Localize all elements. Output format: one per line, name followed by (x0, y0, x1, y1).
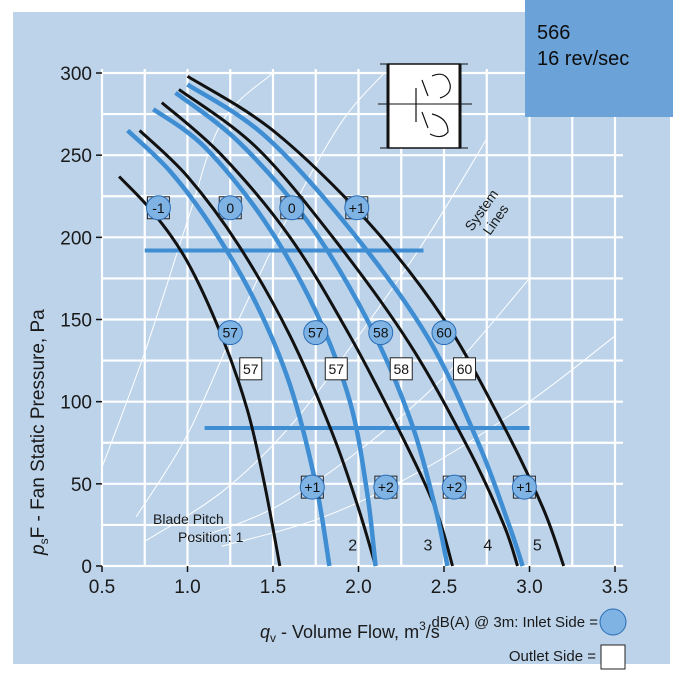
position-label: 3 (423, 537, 432, 554)
y-tick-label: 50 (71, 475, 92, 496)
inlet-marker (344, 195, 370, 221)
outlet-marker (239, 357, 263, 381)
marker-label: -1 (152, 200, 165, 216)
y-tick-label: 100 (60, 393, 92, 414)
x-tick-label: 2.0 (345, 577, 371, 598)
marker-label: 0 (288, 200, 296, 216)
blade-pitch-label-line1: Blade Pitch (153, 511, 224, 527)
outlet-curve-5 (186, 75, 566, 567)
position-label: 2 (348, 537, 357, 554)
legend-inlet-label: dB(A) @ 3m: Inlet Side = (431, 614, 598, 631)
system-line (135, 72, 385, 517)
inlet-marker (299, 474, 325, 500)
inlet-marker (217, 320, 243, 346)
y-tick-label: 250 (60, 146, 92, 167)
rotation-speed: 16 rev/sec (537, 48, 630, 70)
marker-label: +1 (304, 479, 320, 495)
inlet-marker (373, 474, 399, 500)
x-tick-label: 1.5 (260, 577, 286, 598)
y-tick-label: 150 (60, 311, 92, 332)
x-axis-label: qv - Volume Flow, m3/s (260, 619, 440, 645)
x-tick-label: 1.0 (174, 577, 200, 598)
inlet-curve (186, 82, 525, 567)
inlet-marker (303, 320, 329, 346)
marker-label: 60 (436, 325, 452, 341)
grid-lines (100, 69, 623, 568)
y-axis-label: psF - Fan Static Pressure, Pa (28, 309, 51, 556)
marker-label: 0 (226, 200, 234, 216)
legend-outlet-symbol (600, 644, 626, 670)
legend-inlet-symbol (599, 608, 627, 636)
marker-label: 57 (308, 325, 324, 341)
marker-label: 57 (243, 361, 259, 377)
db-markers: -1 0 0 +1 57 57 58 60 57 57 58 60 +1 +2 +2 +1 (145, 195, 537, 500)
x-tick-label: 2.5 (431, 577, 457, 598)
outlet-marker (453, 357, 477, 381)
axes: 0.5 1.0 1.5 2.0 2.5 3.0 3.50501001502002503002… (60, 64, 628, 598)
outlet-curve-4 (178, 88, 519, 567)
marker-label: +1 (349, 200, 365, 216)
inlet-marker (511, 474, 537, 500)
y-tick-label: 300 (60, 64, 92, 85)
inlet-marker (217, 195, 243, 221)
fan-icon (378, 63, 472, 149)
y-tick-label: 200 (60, 228, 92, 249)
inlet-curve (151, 107, 378, 567)
model-badge: 566 16 rev/sec (525, 0, 673, 117)
marker-label: +2 (446, 479, 462, 495)
blade-pitch-label-line2: Position: 1 (178, 529, 244, 545)
position-label: 4 (483, 537, 492, 554)
model-number: 566 (537, 22, 571, 44)
outlet-curve-2 (138, 129, 378, 567)
inlet-marker (145, 195, 171, 221)
marker-label: +2 (378, 479, 394, 495)
inlet-marker (279, 195, 305, 221)
marker-label: 57 (222, 325, 238, 341)
marker-label: 60 (457, 361, 473, 377)
marker-label: 58 (373, 325, 389, 341)
x-tick-label: 3.0 (516, 577, 542, 598)
marker-label: +1 (516, 479, 532, 495)
y-tick-label: 0 (81, 557, 92, 578)
inlet-marker (431, 320, 457, 346)
inlet-curve (174, 90, 450, 567)
marker-label: 57 (328, 361, 344, 377)
inlet-marker (368, 320, 394, 346)
marker-label: 58 (393, 361, 409, 377)
legend-outlet-label: Outlet Side = (509, 648, 596, 665)
x-tick-label: 3.5 (602, 577, 628, 598)
outlet-marker (389, 357, 413, 381)
inlet-marker (441, 474, 467, 500)
outlet-marker (324, 357, 348, 381)
x-tick-label: 0.5 (89, 577, 115, 598)
position-label: 5 (533, 537, 542, 554)
